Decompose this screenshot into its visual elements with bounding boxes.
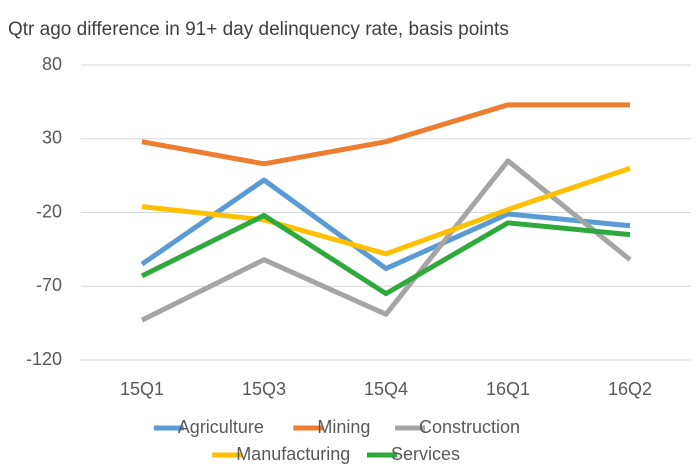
series-line [141,102,630,167]
legend-label: Agriculture [178,417,264,437]
x-tick-label: 15Q3 [242,379,286,399]
x-tick-label: 16Q2 [608,379,652,399]
legend-label: Construction [419,417,520,437]
y-tick-label: -20 [36,201,62,221]
series-line [141,165,631,257]
legend-label: Manufacturing [236,444,350,464]
x-tick-label: 15Q4 [364,379,408,399]
y-tick-label: 80 [42,54,62,74]
y-tick-label: -120 [26,349,62,369]
legend-label: Services [391,444,460,464]
chart-title: Qtr ago difference in 91+ day delinquenc… [8,19,509,40]
series-line [140,177,631,272]
legend-label: Mining [317,417,370,437]
series-line [140,212,631,297]
x-tick-label: 16Q1 [486,379,530,399]
y-tick-label: 30 [42,128,62,148]
y-tick-label: -70 [36,275,62,295]
x-tick-label: 15Q1 [120,379,164,399]
